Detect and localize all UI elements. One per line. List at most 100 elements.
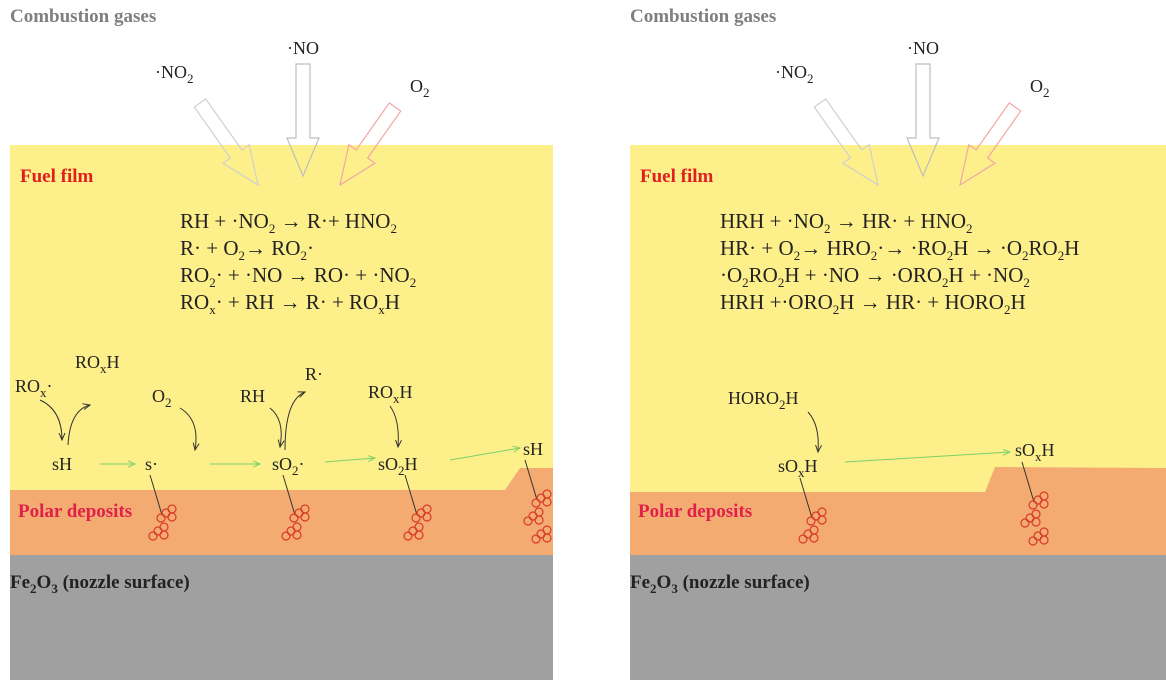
text-run: · xyxy=(307,236,314,260)
subscript: 3 xyxy=(51,581,58,596)
gas-label: O2 xyxy=(410,76,430,100)
text-run: Fe xyxy=(630,572,650,593)
species-label: sOxH xyxy=(1015,440,1055,464)
subscript: 2 xyxy=(1058,248,1065,263)
text-run: H xyxy=(107,352,120,372)
text-run: ·NO xyxy=(155,62,187,82)
text-run: sO xyxy=(378,454,398,474)
subscript: 2 xyxy=(269,221,276,236)
text-run: RO xyxy=(15,376,40,396)
text-run: · xyxy=(47,376,53,396)
gas-arrow xyxy=(906,63,940,178)
text-run: H → ·O xyxy=(953,236,1022,260)
equation: RO2· + ·NO → RO· + ·NO2 xyxy=(180,263,416,290)
text-run: RO xyxy=(180,263,209,287)
deposit-molecule xyxy=(414,530,424,540)
deposit-molecule xyxy=(403,531,413,541)
subscript: x xyxy=(393,391,400,406)
region-label: Fuel film xyxy=(20,166,94,187)
subscript: 2 xyxy=(423,85,430,100)
polar-deposit-region xyxy=(10,468,553,555)
text-run: RH + ·NO xyxy=(180,209,269,233)
subscript: 2 xyxy=(947,248,954,263)
text-run: sH xyxy=(52,454,72,474)
species-label: sO2H xyxy=(378,454,418,478)
deposit-molecule xyxy=(1039,535,1049,545)
bond xyxy=(149,474,163,516)
species-label: ROx· xyxy=(15,376,53,400)
header: Combustion gases xyxy=(630,6,776,27)
deposit-molecule xyxy=(281,531,291,541)
text-run: · + ·NO → RO· + ·NO xyxy=(216,263,410,287)
gas-label: ·NO2 xyxy=(155,62,194,86)
text-run: → RO xyxy=(245,236,300,260)
gas-arrow xyxy=(959,102,1022,187)
deposit-molecule xyxy=(148,531,158,541)
species-label: sO2· xyxy=(272,454,305,478)
subscript: x xyxy=(378,302,385,317)
equation: HR· + O2→ HRO2·→ ·RO2H → ·O2RO2H xyxy=(720,236,1079,263)
gas-arrow xyxy=(286,63,320,178)
text-run: HRH +·ORO xyxy=(720,290,833,314)
gas-arrow xyxy=(339,102,402,187)
text-run: H xyxy=(786,388,799,408)
subscript: 2 xyxy=(292,463,299,478)
text-run: → HRO xyxy=(800,236,871,260)
text-run: RO xyxy=(1029,236,1058,260)
subscript: 2 xyxy=(239,248,246,263)
equation: ROx· + RH → R· + ROxH xyxy=(180,290,400,317)
text-run: H xyxy=(385,290,400,314)
gas-label: ·NO xyxy=(907,38,939,58)
text-run: ·→ ·RO xyxy=(877,236,946,260)
equation: RH + ·NO2 → R·+ HNO2 xyxy=(180,209,397,236)
deposit-molecule xyxy=(289,513,299,523)
deposit-molecule xyxy=(806,516,816,526)
text-run: O xyxy=(152,386,165,406)
deposit-molecule xyxy=(411,513,421,523)
region-label: Fe2O3 (nozzle surface) xyxy=(10,572,190,596)
text-run: RH xyxy=(240,386,265,406)
subscript: x xyxy=(209,302,216,317)
subscript: 2 xyxy=(778,275,785,290)
species-label: ROxH xyxy=(368,382,413,406)
text-run: RO xyxy=(368,382,393,402)
bond xyxy=(282,474,296,516)
text-run: · + RH → R· + RO xyxy=(216,290,379,314)
deposit-molecule xyxy=(542,497,552,507)
text-run: → R·+ HNO xyxy=(275,209,390,233)
reaction-arrow xyxy=(39,399,62,440)
species-label: sH xyxy=(52,454,72,474)
subscript: 2 xyxy=(650,581,657,596)
equation: HRH + ·NO2 → HR· + HNO2 xyxy=(720,209,973,236)
reaction-arrow xyxy=(807,411,818,452)
region-label: Fe2O3 (nozzle surface) xyxy=(630,572,810,596)
text-run: H xyxy=(1064,236,1079,260)
text-run: → HR· + HNO xyxy=(831,209,967,233)
subscript: 2 xyxy=(824,221,831,236)
text-run: H xyxy=(805,456,818,476)
subscript: 2 xyxy=(1043,85,1050,100)
deposit-molecule xyxy=(300,512,310,522)
deposit-molecule xyxy=(809,533,819,543)
text-run: s· xyxy=(145,454,158,474)
text-run: RO xyxy=(180,290,209,314)
species-label: ROxH xyxy=(75,352,120,376)
subscript: 2 xyxy=(779,397,786,412)
region-label: Fuel film xyxy=(640,166,714,187)
species-label: sOxH xyxy=(778,456,818,480)
text-run: H → HR· + HORO xyxy=(839,290,1004,314)
text-run: sO xyxy=(272,454,292,474)
deposit-molecule xyxy=(167,512,177,522)
text-run: H xyxy=(1010,290,1025,314)
text-run: sO xyxy=(1015,440,1035,460)
region-label: Polar deposits xyxy=(638,501,752,522)
text-run: H xyxy=(1042,440,1055,460)
text-run: HRH + ·NO xyxy=(720,209,824,233)
deposit-molecule xyxy=(817,515,827,525)
deposit-molecule xyxy=(523,516,533,526)
gas-label: ·NO xyxy=(287,38,319,58)
subscript: 3 xyxy=(671,581,678,596)
reaction-arrow xyxy=(67,405,90,446)
gas-arrow xyxy=(813,98,879,187)
